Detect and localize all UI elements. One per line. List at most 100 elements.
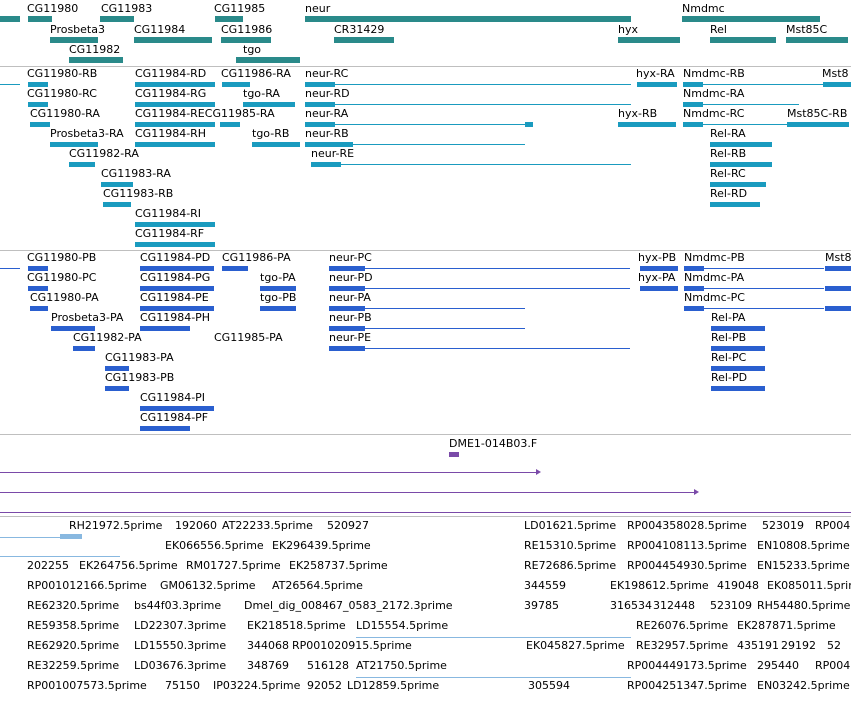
gene-glyph[interactable] [618, 37, 680, 43]
protein-glyph[interactable] [640, 266, 678, 271]
transcript-glyph[interactable] [305, 122, 335, 127]
clone-label[interactable]: DME1-014B03.F [449, 437, 538, 450]
gene-glyph[interactable] [236, 57, 300, 63]
gene-glyph[interactable] [134, 37, 212, 43]
est-label[interactable]: 344559 [524, 579, 566, 592]
transcript-label[interactable]: Rel-RC [710, 167, 746, 180]
est-label[interactable]: RH21972.5prime [69, 519, 163, 532]
gene-glyph[interactable] [334, 37, 394, 43]
protein-label[interactable]: Nmdmc-PA [684, 271, 745, 284]
est-label[interactable]: 39785 [524, 599, 559, 612]
protein-label[interactable]: CG11984-PH [140, 311, 211, 324]
est-label[interactable]: 312448 [653, 599, 695, 612]
transcript-label[interactable]: Nmdmc-RB [683, 67, 745, 80]
protein-glyph[interactable] [30, 306, 48, 311]
est-label[interactable]: 419048 [717, 579, 759, 592]
gene-label[interactable]: tgo [243, 43, 262, 56]
transcript-label[interactable]: CG11980-RC [27, 87, 97, 100]
est-label[interactable]: RE32957.5prime [636, 639, 729, 652]
est-label[interactable]: LD03676.3prime [134, 659, 227, 672]
protein-glyph[interactable] [73, 346, 95, 351]
transcript-label[interactable]: CG11984-RI [135, 207, 202, 220]
est-label[interactable]: RE15310.5prime [524, 539, 617, 552]
protein-glyph[interactable] [140, 326, 190, 331]
protein-label[interactable]: CG11980-PC [27, 271, 97, 284]
gene-label[interactable]: CR31429 [334, 23, 385, 36]
transcript-label[interactable]: Rel-RB [710, 147, 747, 160]
est-label[interactable]: EN03242.5prime [757, 679, 850, 692]
gene-glyph[interactable] [69, 57, 123, 63]
protein-glyph[interactable] [711, 346, 765, 351]
est-label[interactable]: 435191 [737, 639, 779, 652]
transcript-glyph[interactable] [305, 102, 335, 107]
transcript-glyph[interactable] [30, 122, 50, 127]
transcript-label[interactable]: CG11983-RA [101, 167, 171, 180]
est-label[interactable]: 29192 [781, 639, 816, 652]
protein-label[interactable]: Nmdmc-PC [684, 291, 745, 304]
est-label[interactable]: EN10808.5prime [757, 539, 850, 552]
transcript-glyph[interactable] [103, 202, 131, 207]
transcript-glyph[interactable] [101, 182, 133, 187]
gene-label[interactable]: CG11984 [134, 23, 186, 36]
protein-glyph[interactable] [28, 286, 48, 291]
est-label[interactable]: bs44f03.3prime [134, 599, 222, 612]
gene-label[interactable]: CG11985 [214, 2, 266, 15]
protein-glyph[interactable] [711, 366, 765, 371]
est-label[interactable]: RP004251347.5prime [627, 679, 747, 692]
gene-glyph[interactable] [786, 37, 848, 43]
gene-label[interactable]: Mst85C [786, 23, 828, 36]
transcript-glyph[interactable] [787, 122, 849, 127]
gene-glyph[interactable] [710, 37, 776, 43]
transcript-label[interactable]: CG11982-RA [69, 147, 139, 160]
est-label[interactable]: RP004454930.5prime [627, 559, 747, 572]
clone-glyph[interactable] [449, 452, 459, 457]
protein-label[interactable]: Rel-PA [711, 311, 746, 324]
transcript-label[interactable]: Nmdmc-RA [683, 87, 745, 100]
clone-line[interactable] [0, 512, 851, 513]
transcript-glyph[interactable] [135, 242, 215, 247]
protein-glyph[interactable] [140, 286, 214, 291]
gene-label[interactable]: Nmdmc [682, 2, 725, 15]
gene-label[interactable]: Prosbeta3 [50, 23, 105, 36]
est-label[interactable]: EK198612.5prime [610, 579, 709, 592]
protein-glyph[interactable] [684, 266, 704, 271]
transcript-label[interactable]: CG11984-RF [135, 227, 205, 240]
protein-glyph[interactable] [140, 426, 190, 431]
protein-label[interactable]: Rel-PD [711, 371, 748, 384]
gene-glyph[interactable] [305, 16, 631, 22]
est-label[interactable]: RP004 [815, 519, 851, 532]
protein-glyph[interactable] [329, 286, 365, 291]
transcript-label[interactable]: CG11980-RB [27, 67, 98, 80]
protein-glyph[interactable] [329, 346, 365, 351]
est-label[interactable]: EK287871.5prime [737, 619, 836, 632]
est-label[interactable]: 52 [827, 639, 841, 652]
protein-label[interactable]: CG11982-PA [73, 331, 142, 344]
protein-label[interactable]: hyx-PB [638, 251, 677, 264]
transcript-label[interactable]: Mst85C-RB [787, 107, 848, 120]
protein-label[interactable]: tgo-PA [260, 271, 296, 284]
protein-glyph[interactable] [140, 266, 214, 271]
est-label[interactable]: RP001012166.5prime [27, 579, 147, 592]
protein-glyph[interactable] [684, 286, 704, 291]
transcript-glyph[interactable] [637, 82, 677, 87]
transcript-label[interactable]: CG11984-RG [135, 87, 207, 100]
transcript-label[interactable]: neur-RD [305, 87, 350, 100]
transcript-glyph[interactable] [28, 82, 48, 87]
protein-label[interactable]: neur-PC [329, 251, 372, 264]
protein-glyph[interactable] [684, 306, 704, 311]
protein-label[interactable]: neur-PD [329, 271, 373, 284]
transcript-glyph[interactable] [135, 142, 215, 147]
est-label[interactable]: AT26564.5prime [272, 579, 363, 592]
est-label[interactable]: RP004358028.5prime [627, 519, 747, 532]
est-label[interactable]: GM06132.5prime [160, 579, 256, 592]
est-label[interactable]: RE62320.5prime [27, 599, 120, 612]
transcript-glyph[interactable] [683, 82, 703, 87]
gene-glyph[interactable] [0, 16, 20, 22]
protein-glyph[interactable] [329, 306, 365, 311]
transcript-glyph[interactable] [311, 162, 341, 167]
protein-label[interactable]: CG11980-PA [30, 291, 99, 304]
transcript-glyph[interactable] [305, 142, 353, 147]
protein-label[interactable]: CG11983-PB [105, 371, 175, 384]
gene-label[interactable]: CG11982 [69, 43, 121, 56]
protein-label[interactable]: CG11983-PA [105, 351, 174, 364]
